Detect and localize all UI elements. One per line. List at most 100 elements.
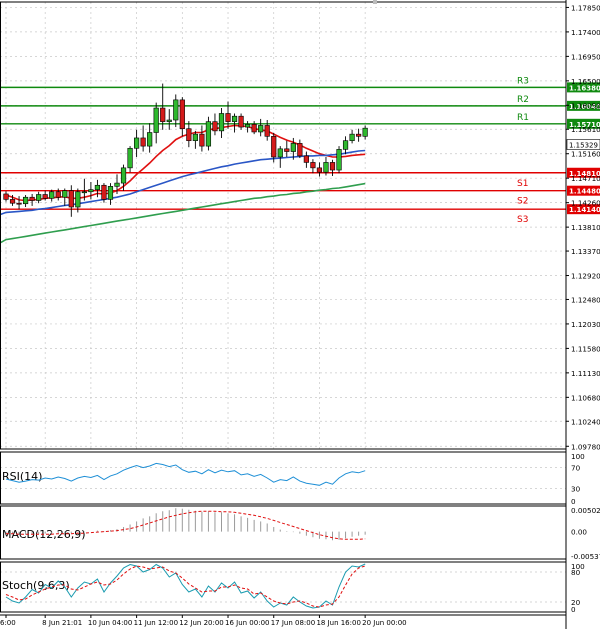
time-tick-label: 8 Jun 21:01 [42,619,82,627]
candle-body-down [68,190,74,208]
candle [62,188,68,206]
rsi-line [5,462,366,486]
candle-body-up [94,184,101,190]
candle-body-down [316,167,323,173]
candle-body-down [55,191,61,198]
level-name-s3: S3 [517,215,528,225]
price-tick-label: 1.13810 [571,223,600,232]
candle [9,195,16,206]
candle [179,97,185,137]
candle-body-up [336,149,342,171]
level-price-label: 1.16040 [569,103,600,111]
candle [271,133,277,163]
price-tick-label: 1.14260 [571,199,600,208]
candle [362,125,368,140]
candle [49,189,55,202]
price-tick-label: 1.15160 [571,150,600,159]
level-price-tag [567,82,600,93]
level-name-r3: R3 [517,76,529,86]
candle [258,118,264,137]
stoch-tick-label: 100 [571,562,585,571]
candle [251,121,257,135]
price-tick-label: 1.09780 [571,442,600,451]
macd-signal-line [6,510,366,540]
candle [55,188,61,201]
rsi-label: RSI(14) [2,470,42,483]
candle-body-up [81,191,87,194]
candle-body-up [127,147,133,169]
candle-body-down [303,155,309,163]
candle [101,183,107,203]
time-tick-label: 17 Jun 08:00 [271,619,315,627]
price-tick-label: 1.11130 [571,369,600,378]
candle-body-up [134,137,140,149]
candle [29,193,35,206]
level-price-label: 1.16380 [569,84,600,92]
candle-body-up [258,125,264,133]
price-tick-label: 1.15610 [571,125,600,134]
candle-body-up [277,148,283,158]
candle-body-up [147,132,153,147]
time-tick-label: 20 Jun 00:00 [362,619,406,627]
candle-body-down [179,99,185,130]
candle-body-up [290,143,296,152]
candle [349,129,355,144]
candle [323,156,329,176]
candle [68,185,74,217]
macd-tick-label: 0.00 [571,528,587,537]
candle-body-up [75,191,81,208]
candle-body-down [251,124,257,133]
time-tick-label: 11 Jun 12:00 [134,619,178,627]
level-price-label: 1.14810 [569,170,600,178]
candle-body-up [49,191,55,199]
time-axis: 6:00 8 Jun 21:01 10 Jun 04:00 11 Jun 12:00 1… [0,615,407,627]
candle [205,116,212,151]
candle [212,113,218,136]
candle-body-down [310,162,316,169]
candle [94,179,101,198]
candle [120,164,127,191]
candle [310,159,316,174]
level-price-label: 1.14140 [569,206,600,214]
price-tick-label: 1.10240 [571,417,600,426]
candle [3,191,9,202]
price-axis: 1.17850 1.17400 1.16950 1.16500 1.16050 1.156… [566,3,600,451]
candle [199,125,205,152]
macd-panel: MACD(12,26,9)0.0050290.00-0.005373 [2,506,600,561]
gridlines [0,2,566,449]
stoch-label: Stoch(9,6,3) [2,579,70,592]
macd-tick-label: -0.005373 [571,552,600,561]
candle-body-up [166,119,172,122]
candle-body-up [36,194,42,201]
candle [264,120,270,141]
current-price-tag [566,139,600,150]
candle-body-up [173,99,179,121]
stoch-k-line [5,563,366,609]
candle-body-down [284,148,290,152]
candle [173,94,179,128]
price-tick-label: 1.11580 [571,344,600,353]
level-price-tag [567,204,600,215]
level-name-s2: S2 [517,197,528,207]
stoch-tick-label: 80 [571,568,581,577]
candle [218,108,225,138]
candle-body-up [218,113,225,132]
candle [153,102,159,144]
rsi-tick-label: 0 [571,497,576,506]
candle [140,125,146,152]
candle [147,123,153,153]
candle [303,151,309,168]
candle-body-down [238,115,244,128]
macd-tick-label: 0.005029 [571,506,600,515]
level-price-tag [567,185,600,196]
candle-body-down [356,133,362,137]
candle-body-up [88,189,94,193]
candle-body-up [323,162,329,173]
stoch-d-line [5,565,366,608]
candle [245,121,251,133]
candle [36,191,42,204]
panel-frames [0,0,567,629]
candle-body-up [349,133,355,141]
candle-body-up [342,140,349,150]
price-tick-label: 1.17400 [571,28,600,37]
